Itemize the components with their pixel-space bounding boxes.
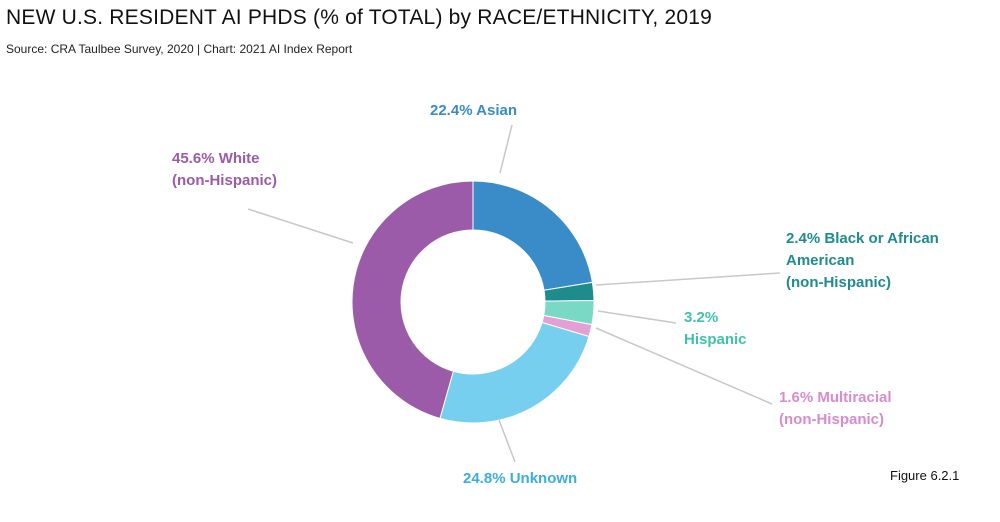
donut-slice-asian <box>472 180 593 291</box>
slice-label-line: (non-Hispanic) <box>172 172 277 189</box>
slice-label-line: American <box>786 252 855 269</box>
slice-label-unknown: 24.8% Unknown <box>463 468 577 490</box>
slice-label-line: 24.8% Unknown <box>463 470 578 487</box>
chart-subtitle: Source: CRA Taulbee Survey, 2020 | Chart… <box>6 42 353 56</box>
slice-label-line: 45.6% White <box>172 150 260 167</box>
slice-label-line: 3.2% <box>684 309 719 326</box>
slice-label-line: Hispanic <box>684 331 747 348</box>
slice-label-line: 2.4% Black or African <box>786 230 939 247</box>
leader-line <box>498 419 516 463</box>
donut-slice-white-non-hispanic <box>351 180 474 420</box>
slice-label-line: 1.6% Multiracial <box>779 389 892 406</box>
slice-label-line: (non-Hispanic) <box>779 411 884 428</box>
slice-label-line: (non-Hispanic) <box>786 274 891 291</box>
leader-line <box>499 124 513 174</box>
leader-line <box>595 272 781 286</box>
slice-label-line: 22.4% Asian <box>430 102 517 119</box>
leader-line <box>247 208 354 244</box>
slice-label-multiracial-non-hispanic: 1.6% Multiracial (non-Hispanic) <box>779 387 892 431</box>
leader-line <box>597 310 677 324</box>
slice-label-black-or-african-american-non-hispanic: 2.4% Black or African American (non-Hispan… <box>786 228 939 294</box>
slice-label-white-non-hispanic: 45.6% White (non-Hispanic) <box>172 148 277 192</box>
figure-label: Figure 6.2.1 <box>890 468 960 483</box>
slice-label-asian: 22.4% Asian <box>430 100 517 122</box>
leader-line <box>595 327 773 405</box>
donut-slice-unknown <box>439 321 590 424</box>
slice-label-hispanic: 3.2% Hispanic <box>684 307 747 351</box>
chart-title: NEW U.S. RESIDENT AI PHDS (% of TOTAL) b… <box>6 6 712 29</box>
